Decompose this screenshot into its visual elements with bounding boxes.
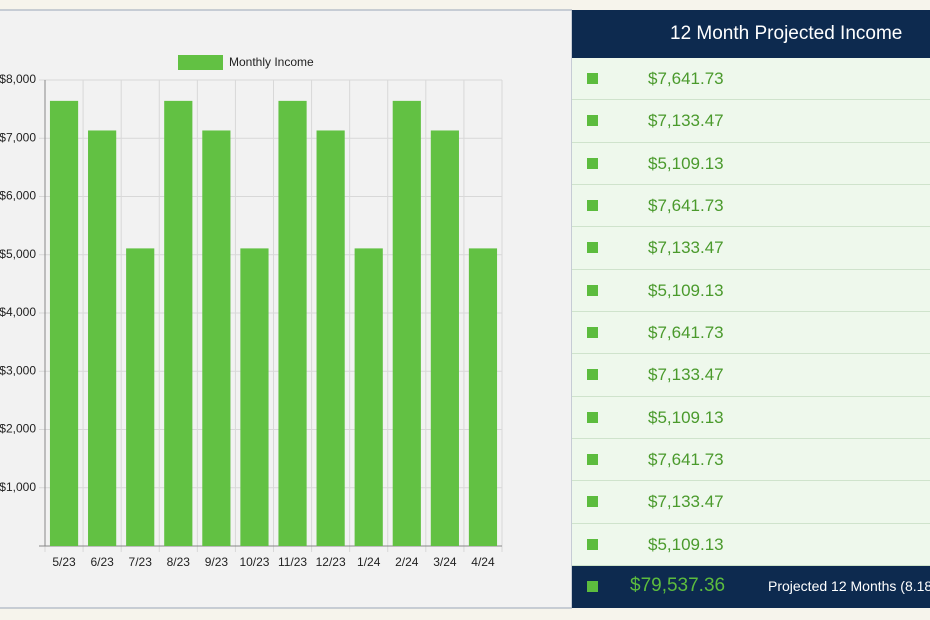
row-marker xyxy=(587,326,598,338)
row-marker xyxy=(587,453,598,465)
row-marker xyxy=(587,73,598,84)
month-link[interactable]: April xyxy=(850,524,930,566)
row-amount: $5,109.13 xyxy=(648,153,724,173)
month-link[interactable]: September xyxy=(850,227,930,269)
table-row: $7,133.47 June xyxy=(572,100,930,143)
table-row: $5,109.13 July xyxy=(572,142,930,185)
table-title: 12 Month Projected Income xyxy=(572,10,930,58)
y-tick-label: $4,000 xyxy=(0,305,36,319)
y-tick-label: $5,000 xyxy=(0,247,36,261)
bar xyxy=(316,130,345,546)
month-link[interactable]: July xyxy=(850,143,930,185)
chart: $1,000 $2,000 $3,000 $4,000 $5,000 $6,000 $7,0… xyxy=(0,9,572,609)
y-tick-label: $1,000 xyxy=(0,480,36,494)
total-label: Projected 12 Months (8.18 xyxy=(768,577,930,594)
month-link[interactable]: June xyxy=(850,100,930,142)
row-marker xyxy=(587,411,598,423)
x-tick-label: 2/24 xyxy=(395,555,419,569)
x-tick-label: 7/23 xyxy=(129,555,153,569)
income-table: 12 Month Projected Income $7,641.73May$7… xyxy=(572,10,930,608)
bar xyxy=(354,248,383,546)
table-rows: $7,641.73May$7,133.47June$5,109.13July$7… xyxy=(572,58,930,566)
table-row: $7,133.47 December xyxy=(572,354,930,397)
month-link[interactable]: August xyxy=(850,185,930,227)
row-marker xyxy=(587,496,598,508)
y-tick-label: $6,000 xyxy=(0,189,36,203)
month-link[interactable]: January xyxy=(850,397,930,439)
table-row: $5,109.13 October xyxy=(572,269,930,312)
bar xyxy=(240,248,269,546)
row-amount: $7,133.47 xyxy=(648,238,724,258)
bar xyxy=(468,248,498,546)
total-marker xyxy=(587,580,598,592)
bar xyxy=(392,100,421,546)
row-amount: $7,641.73 xyxy=(648,322,724,342)
row-marker xyxy=(587,242,598,254)
x-tick-label: 12/23 xyxy=(316,555,346,569)
month-link[interactable]: December xyxy=(850,354,930,396)
bar xyxy=(202,130,231,546)
table-row: $7,133.47 March xyxy=(572,481,930,524)
bar xyxy=(278,100,307,546)
table-total: $79,537.36 Projected 12 Months (8.18 xyxy=(572,565,930,608)
table-row: $7,641.73 August xyxy=(572,184,930,228)
bar xyxy=(164,100,193,546)
month-link[interactable]: May xyxy=(850,58,930,100)
table-row: $7,133.47 September xyxy=(572,227,930,270)
y-tick-label: $7,000 xyxy=(0,130,36,144)
bar xyxy=(126,248,155,546)
total-amount: $79,537.36 xyxy=(630,574,726,596)
row-marker xyxy=(587,115,598,127)
table-row: $7,641.73 February xyxy=(572,438,930,482)
row-marker xyxy=(587,284,598,296)
x-tick-label: 6/23 xyxy=(90,555,114,569)
row-amount: $5,109.13 xyxy=(648,280,724,300)
table-row: $7,641.73 May xyxy=(572,58,930,101)
y-tick-label: $2,000 xyxy=(0,422,36,436)
x-tick-label: 10/23 xyxy=(239,555,269,569)
bar xyxy=(88,130,117,546)
x-tick-label: 9/23 xyxy=(205,555,229,569)
legend-label: Monthly Income xyxy=(229,55,314,69)
y-tick-label: $8,000 xyxy=(0,72,36,86)
row-marker xyxy=(587,199,598,211)
row-amount: $7,133.47 xyxy=(648,111,724,131)
x-tick-label: 11/23 xyxy=(278,555,307,569)
row-amount: $7,133.47 xyxy=(648,365,724,385)
x-tick-label: 4/24 xyxy=(471,555,495,569)
table-row: $7,641.73 November xyxy=(572,311,930,355)
row-marker xyxy=(587,157,598,169)
row-amount: $7,641.73 xyxy=(648,449,724,469)
x-tick-label: 8/23 xyxy=(167,555,191,569)
row-marker xyxy=(587,538,598,550)
table-row: $5,109.13 January xyxy=(572,396,930,439)
x-tick-label: 5/23 xyxy=(52,555,76,569)
row-amount: $5,109.13 xyxy=(648,407,724,427)
month-link[interactable]: October xyxy=(850,270,930,312)
legend-swatch xyxy=(178,55,223,70)
month-link[interactable]: November xyxy=(850,312,930,354)
row-amount: $7,641.73 xyxy=(648,69,724,88)
row-amount: $5,109.13 xyxy=(648,534,724,554)
bar xyxy=(430,130,459,546)
bar xyxy=(49,100,79,546)
x-tick-label: 3/24 xyxy=(433,555,457,569)
month-link[interactable]: February xyxy=(850,439,930,481)
row-marker xyxy=(587,369,598,381)
month-link[interactable]: March xyxy=(850,481,930,523)
x-tick-label: 1/24 xyxy=(357,555,381,569)
row-amount: $7,133.47 xyxy=(648,492,724,512)
row-amount: $7,641.73 xyxy=(648,195,724,215)
y-tick-label: $3,000 xyxy=(0,363,36,377)
table-row: $5,109.13 April xyxy=(572,523,930,566)
